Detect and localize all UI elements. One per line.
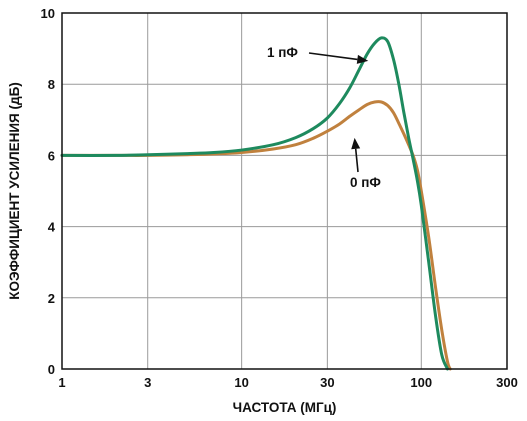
x-tick-label: 10 [234,375,248,390]
x-tick-label: 100 [410,375,432,390]
y-tick-label: 10 [41,6,55,21]
annotations: 1 пФ 0 пФ [267,45,381,190]
plot-frame [61,12,508,370]
x-axis-title: ЧАСТОТА (МГц) [233,400,337,415]
series-lines [60,36,452,371]
annotation-label-0pf: 0 пФ [350,175,381,190]
y-tick-label: 2 [48,291,55,306]
series-line-0pf [60,100,452,371]
y-tick-labels: 0 2 4 6 8 10 [41,6,56,377]
series-line-1pf [60,36,450,371]
annotation-arrow-1pf [308,52,369,64]
x-tick-labels: 1 3 10 30 100 300 [58,375,517,390]
annotation-label-1pf: 1 пФ [267,45,298,60]
y-tick-label: 0 [48,362,55,377]
annotation-arrow-0pf [351,137,361,173]
x-tick-label: 30 [320,375,334,390]
x-tick-label: 300 [496,375,518,390]
x-tick-label: 1 [58,375,65,390]
y-tick-label: 8 [48,77,55,92]
y-tick-label: 6 [48,148,55,163]
y-tick-label: 4 [48,220,56,235]
y-axis-title: КОЭФФИЦИЕНТ УСИЛЕНИЯ (дБ) [7,82,22,300]
x-tick-label: 3 [144,375,151,390]
